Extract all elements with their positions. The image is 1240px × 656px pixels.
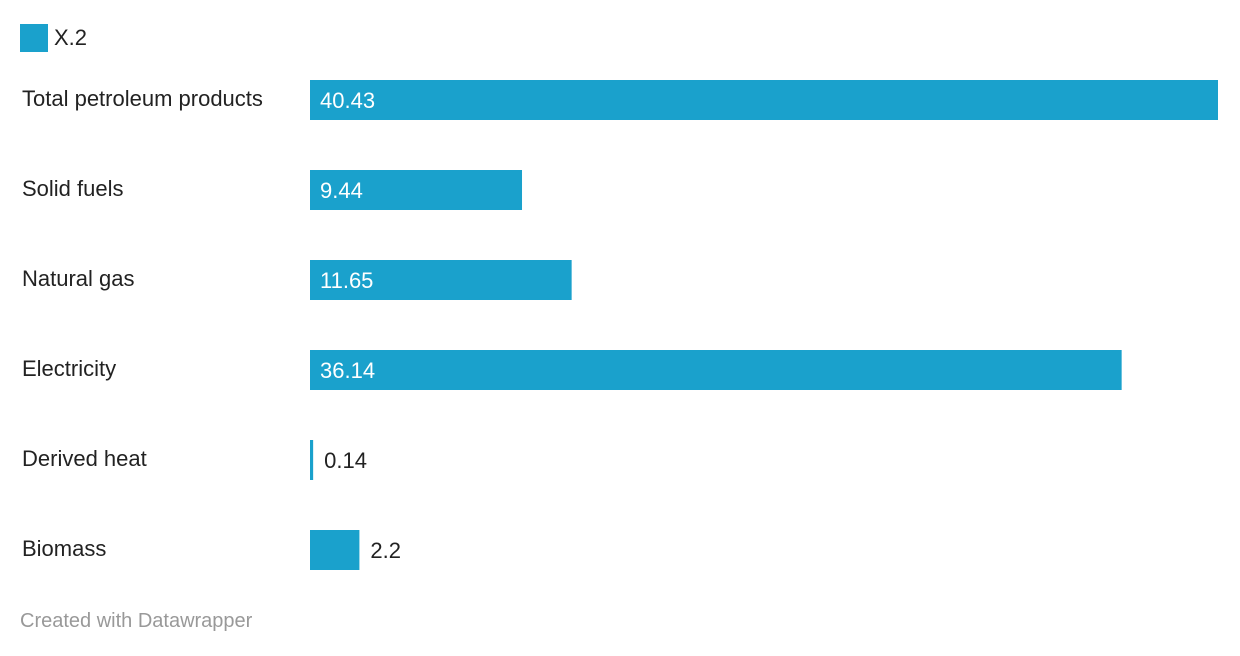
bar — [310, 80, 1218, 120]
legend-swatch — [20, 24, 48, 52]
bar — [310, 530, 360, 570]
value-label: 11.65 — [320, 268, 373, 293]
category-label: Solid fuels — [22, 176, 124, 201]
bar — [310, 170, 523, 210]
category-label: Derived heat — [22, 446, 147, 471]
category-label: Natural gas — [22, 266, 135, 291]
value-label: 0.14 — [324, 448, 367, 473]
bar — [310, 440, 314, 480]
bar — [310, 260, 572, 300]
legend-label: X.2 — [54, 25, 88, 50]
category-label: Electricity — [22, 356, 116, 381]
category-label: Total petroleum products — [22, 86, 263, 111]
bar-chart: Total petroleum products 40.43 Solid fuels… — [22, 80, 1218, 570]
footer-credit[interactable]: Created with Datawrapper — [20, 610, 253, 632]
value-label: 9.44 — [320, 178, 363, 203]
value-label: 2.2 — [370, 538, 401, 563]
value-label: 36.14 — [320, 358, 375, 383]
legend: X.2 — [20, 24, 87, 52]
value-label: 40.43 — [320, 88, 375, 113]
bar — [310, 350, 1122, 390]
category-label: Biomass — [22, 536, 106, 561]
